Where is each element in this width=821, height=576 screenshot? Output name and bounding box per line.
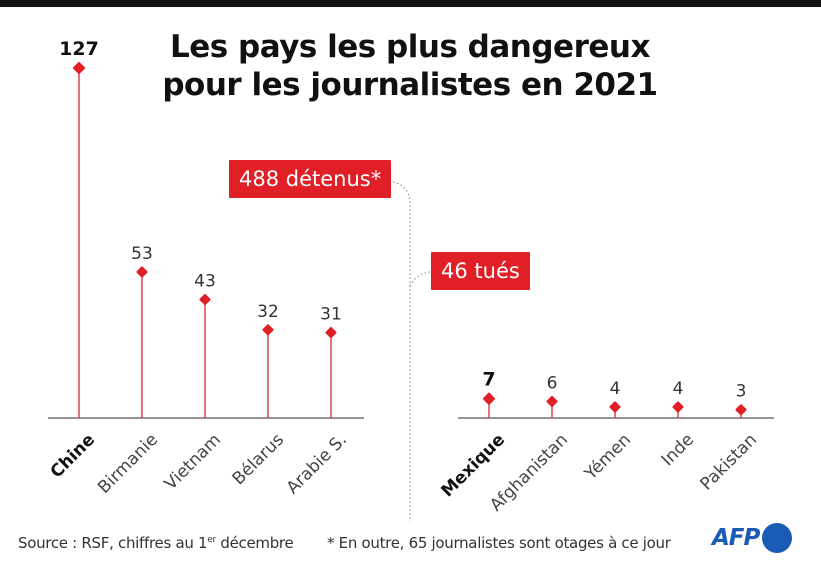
data-label: 7 [482,369,495,391]
category-label: Birmanie [94,430,162,498]
title-line-2: pour les journalistes en 2021 [162,67,658,103]
killed-callout: 46 tués [431,252,530,290]
data-label: 3 [736,382,747,402]
data-point [136,266,148,278]
footnote: * En outre, 65 journalistes sont otages … [327,534,671,552]
data-label: 4 [673,379,684,399]
category-label: Vietnam [161,430,225,494]
data-point [199,293,211,306]
detained-chart: 127 Chine 53 Birmanie 43 Vietnam 32 Bélarus 31 Ar… [47,38,364,498]
source-text: Source : RSF, chiffres au 1 [18,534,208,552]
data-label: 4 [610,379,621,399]
logo-dot-icon [762,523,793,553]
data-label: 53 [131,244,153,264]
category-label: Chine [47,430,99,482]
chart-title: Les pays les plus dangereux pour les jou… [150,28,670,104]
data-label: 6 [547,373,558,393]
data-label: 32 [257,302,279,322]
source-superscript: er [207,535,216,545]
data-point [672,401,684,413]
category-label: Arabie S. [283,430,351,498]
connector-line-branch [409,271,431,287]
category-label: Yémen [580,430,635,485]
title-line-1: Les pays les plus dangereux [170,29,650,65]
connector-line-vertical [392,181,411,522]
data-point [72,61,86,75]
data-point [735,404,747,416]
category-label: Pakistan [697,430,761,494]
top-bar [0,0,821,7]
category-label: Bélarus [229,430,288,489]
data-point [609,401,621,413]
data-label: 127 [59,38,99,60]
data-point [546,395,558,408]
data-point [482,392,496,405]
afp-logo: AFP [712,523,793,553]
source-note: Source : RSF, chiffres au 1er décembre [18,534,294,552]
data-point [325,326,337,339]
data-label: 43 [194,271,216,291]
data-point [262,324,274,336]
detained-callout: 488 détenus* [229,160,392,198]
dotted-connector [392,181,431,522]
source-date: décembre [215,534,294,552]
logo-text: AFP [712,525,760,551]
data-label: 31 [320,305,342,325]
category-label: Inde [658,430,698,470]
